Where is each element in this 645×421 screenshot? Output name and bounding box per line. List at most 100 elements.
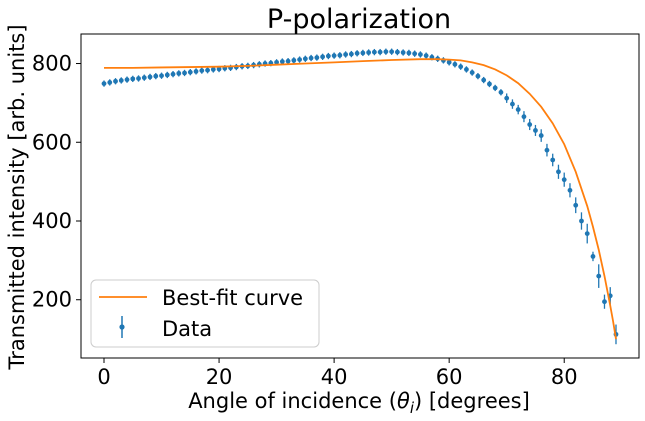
data-point xyxy=(538,133,544,138)
data-point xyxy=(182,70,187,76)
data-point xyxy=(377,49,383,55)
x-tick-label: 80 xyxy=(551,365,578,389)
data-point xyxy=(141,75,147,81)
series-layer xyxy=(101,48,619,345)
data-point xyxy=(325,53,331,59)
data-point xyxy=(354,50,360,56)
data-point xyxy=(469,70,475,75)
data-point xyxy=(136,76,141,81)
data-point xyxy=(579,218,584,224)
data-point xyxy=(107,80,113,85)
data-point xyxy=(113,78,118,84)
x-axis-label: Angle of incidence (θi) [degrees] xyxy=(188,389,530,417)
data-point xyxy=(274,59,279,65)
data-point xyxy=(452,61,458,67)
legend-fit-label: Best-fit curve xyxy=(162,286,303,310)
data-point xyxy=(492,85,498,91)
data-point xyxy=(475,73,481,79)
data-point xyxy=(412,51,418,57)
data-point xyxy=(176,70,182,76)
data-point xyxy=(360,50,366,56)
data-point xyxy=(297,57,302,62)
data-point xyxy=(596,273,602,279)
chart-title: P-polarization xyxy=(267,4,451,35)
y-axis-label: Transmitted intensity [arb. units] xyxy=(5,24,29,370)
best-fit-curve xyxy=(104,58,617,340)
y-tick-label: 400 xyxy=(32,209,72,233)
data-point xyxy=(458,64,464,70)
data-point xyxy=(302,56,308,62)
data-point xyxy=(118,78,124,83)
data-point xyxy=(285,58,291,64)
data-point xyxy=(199,68,205,74)
y-tick-label: 600 xyxy=(32,130,72,154)
plot-frame xyxy=(80,33,640,359)
data-point xyxy=(504,95,510,101)
x-tick-label: 40 xyxy=(321,365,348,389)
data-point xyxy=(366,50,372,55)
data-point xyxy=(130,76,136,82)
data-point xyxy=(348,51,354,57)
data-point xyxy=(556,169,561,175)
data-point xyxy=(216,66,222,72)
data-point xyxy=(101,81,107,87)
data-point xyxy=(573,202,579,208)
data-point xyxy=(170,71,176,77)
data-point xyxy=(400,50,406,55)
data-point xyxy=(124,77,130,83)
data-point xyxy=(498,89,504,95)
data-point xyxy=(320,54,326,60)
x-tick-label: 60 xyxy=(436,365,463,389)
y-tick-label: 800 xyxy=(32,52,72,76)
data-point xyxy=(314,55,320,61)
data-point xyxy=(550,157,556,163)
data-point xyxy=(487,81,492,87)
data-point xyxy=(515,107,521,112)
data-point xyxy=(394,49,400,55)
data-point xyxy=(521,114,527,120)
x-tick-label: 0 xyxy=(97,365,110,389)
data-point xyxy=(291,57,297,63)
data-point xyxy=(383,49,389,55)
data-point xyxy=(544,147,550,153)
data-point xyxy=(533,128,538,133)
x-tick-label: 20 xyxy=(206,365,233,389)
data-point xyxy=(561,177,567,183)
data-point xyxy=(147,74,153,80)
x-axis-ticks: 0 20 40 60 80 xyxy=(97,358,578,389)
data-point xyxy=(481,77,487,83)
legend: Best-fit curve Data xyxy=(90,279,320,348)
data-point xyxy=(343,52,349,57)
data-point xyxy=(406,50,412,56)
y-tick-label: 200 xyxy=(32,288,72,312)
data-point xyxy=(279,59,285,64)
data-point xyxy=(590,254,596,259)
data-point xyxy=(418,52,423,57)
legend-data-marker xyxy=(119,324,125,330)
data-point xyxy=(331,53,337,59)
data-point xyxy=(567,187,573,193)
data-point xyxy=(584,231,590,236)
data-point xyxy=(205,67,210,73)
data-point xyxy=(446,59,452,65)
data-point xyxy=(423,53,429,59)
data-point xyxy=(210,67,216,72)
data-point xyxy=(527,122,533,127)
y-axis-ticks: 200 400 600 800 xyxy=(32,52,81,312)
data-point xyxy=(153,73,159,79)
plot-area: 0 20 40 60 80 200 400 600 800 xyxy=(32,33,640,389)
data-point xyxy=(464,67,469,72)
data-point xyxy=(389,49,395,55)
data-point xyxy=(371,49,377,55)
data-point xyxy=(187,69,193,75)
legend-box xyxy=(90,279,320,348)
legend-data-label: Data xyxy=(162,317,212,341)
data-point xyxy=(602,299,607,305)
data-point xyxy=(193,68,199,74)
data-point xyxy=(159,73,164,79)
data-point xyxy=(164,72,170,78)
data-point xyxy=(337,52,343,58)
data-point xyxy=(510,101,515,107)
